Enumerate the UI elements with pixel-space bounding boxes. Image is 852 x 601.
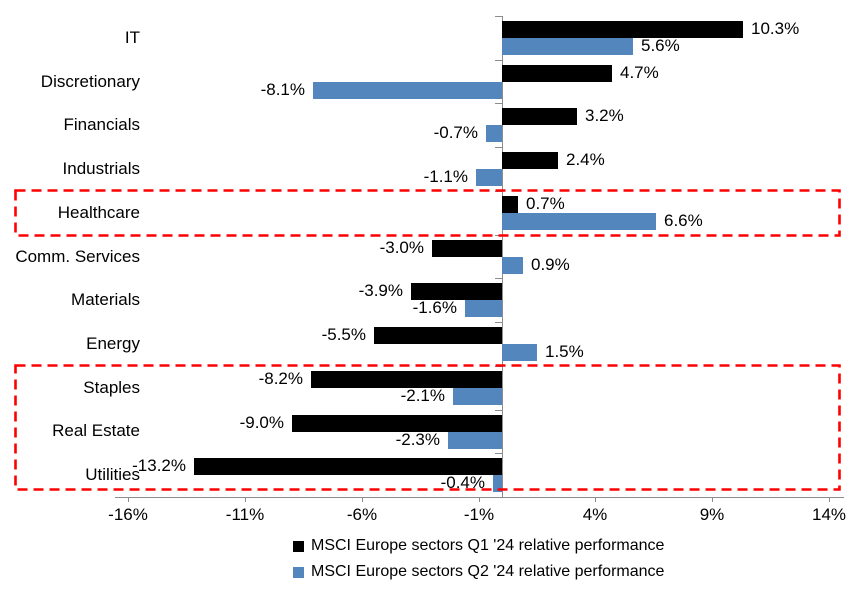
legend: MSCI Europe sectors Q1 '24 relative perf… [293, 536, 664, 588]
q2-bar [493, 475, 502, 492]
q1-value-label: -13.2% [132, 456, 186, 475]
category-label: Materials [71, 290, 140, 309]
legend-swatch-q1-icon [293, 540, 304, 552]
category-tick [495, 410, 502, 411]
x-tick-label: 9% [699, 505, 725, 525]
q1-value-label: -5.5% [321, 325, 366, 344]
q2-bar [502, 257, 523, 274]
q1-value-label: -9.0% [239, 413, 284, 432]
category-label: Comm. Services [15, 247, 140, 266]
x-tick-label: 4% [582, 505, 608, 525]
q2-bar [453, 388, 502, 405]
x-tick [479, 497, 480, 502]
q2-bar [502, 38, 633, 55]
q2-value-label: -1.1% [423, 167, 468, 186]
q1-bar [292, 415, 502, 432]
legend-label-q1: MSCI Europe sectors Q1 '24 relative perf… [311, 537, 665, 554]
x-tick [829, 497, 830, 502]
q2-value-label: -8.1% [260, 80, 305, 99]
category-label: Real Estate [52, 421, 140, 440]
legend-label-q2: MSCI Europe sectors Q2 '24 relative perf… [311, 563, 665, 580]
q1-bar [502, 21, 743, 38]
q1-bar [432, 240, 502, 257]
q2-bar [448, 432, 502, 449]
category-label: Energy [86, 334, 140, 353]
category-tick [495, 278, 502, 279]
q1-value-label: -3.0% [379, 238, 424, 257]
x-tick [245, 497, 246, 502]
category-label: Staples [83, 378, 140, 397]
q1-value-label: -3.9% [358, 281, 403, 300]
q1-bar [502, 196, 518, 213]
q2-value-label: -1.6% [412, 298, 457, 317]
q1-value-label: 10.3% [751, 19, 800, 38]
x-tick-label: -6% [346, 505, 378, 525]
q1-bar [411, 283, 502, 300]
q2-value-label: -2.3% [395, 430, 440, 449]
q1-bar [502, 65, 612, 82]
q2-value-label: 0.9% [531, 255, 570, 274]
q1-value-label: 0.7% [526, 194, 565, 213]
q2-value-label: 5.6% [641, 36, 680, 55]
x-tick [128, 497, 129, 502]
q1-bar [502, 108, 577, 125]
x-tick-label: -11% [225, 505, 265, 525]
q2-value-label: 6.6% [664, 211, 703, 230]
category-tick [495, 103, 502, 104]
q1-value-label: 2.4% [566, 150, 605, 169]
legend-item-q2: MSCI Europe sectors Q2 '24 relative perf… [293, 562, 664, 582]
q2-bar [465, 300, 502, 317]
x-tick [595, 497, 596, 502]
category-tick [495, 60, 502, 61]
y-axis-line [502, 16, 503, 498]
q1-value-label: -8.2% [258, 369, 303, 388]
q1-bar [374, 327, 502, 344]
x-tick [362, 497, 363, 502]
x-tick-label: -16% [108, 505, 148, 525]
q1-bar [194, 458, 502, 475]
q1-bar [502, 152, 558, 169]
q1-value-label: 4.7% [620, 63, 659, 82]
category-label: Industrials [62, 159, 140, 178]
legend-swatch-q2-icon [293, 566, 304, 578]
x-tick-label: -1% [463, 505, 495, 525]
q1-value-label: 3.2% [585, 106, 624, 125]
category-tick [495, 322, 502, 323]
q2-bar [476, 169, 502, 186]
x-tick-label: 14% [811, 505, 847, 525]
q2-value-label: 1.5% [545, 342, 584, 361]
category-tick [495, 147, 502, 148]
category-label: Discretionary [40, 72, 140, 91]
q2-bar [486, 125, 502, 142]
x-tick [712, 497, 713, 502]
legend-item-q1: MSCI Europe sectors Q1 '24 relative perf… [293, 536, 664, 556]
q2-value-label: -0.7% [433, 123, 478, 142]
q2-value-label: -0.4% [440, 473, 485, 492]
category-label: Healthcare [57, 203, 140, 222]
category-label: Financials [63, 115, 140, 134]
q2-bar [502, 344, 537, 361]
category-label: Utilities [85, 465, 140, 484]
highlight-box [14, 189, 841, 237]
q2-value-label: -2.1% [400, 386, 445, 405]
category-label: IT [124, 28, 140, 47]
q1-bar [311, 371, 502, 388]
category-tick [495, 453, 502, 454]
q2-bar [502, 213, 656, 230]
category-tick [495, 16, 502, 17]
highlight-box [14, 364, 841, 491]
q2-bar [313, 82, 502, 99]
